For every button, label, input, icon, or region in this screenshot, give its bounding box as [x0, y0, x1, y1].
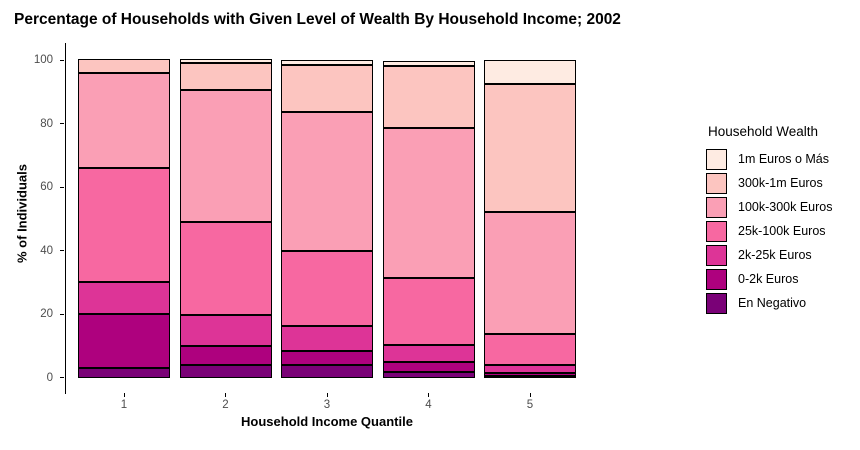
bar-quantile-2	[179, 0, 272, 378]
bar-segment	[281, 350, 373, 365]
legend-swatch	[706, 268, 727, 290]
legend-key: 100k-300k Euros	[706, 196, 833, 218]
legend-swatch	[706, 196, 727, 218]
bar-segment	[179, 58, 272, 63]
bar-segment	[281, 60, 373, 66]
bar-segment	[78, 282, 170, 314]
bar-segment	[179, 364, 272, 378]
x-tick	[428, 393, 429, 397]
bar-segment	[484, 373, 576, 376]
legend-swatch	[706, 172, 727, 194]
y-tick-label: 40	[40, 244, 53, 257]
bar-quantile-3	[281, 0, 373, 378]
bar-quantile-1	[78, 0, 170, 378]
legend-key: En Negativo	[706, 292, 833, 314]
bar-segment	[281, 111, 373, 252]
y-tick-label: 80	[40, 117, 53, 130]
bar-segment	[382, 127, 475, 279]
bar-segment	[484, 365, 576, 374]
y-tick-label: 100	[33, 54, 53, 66]
x-tick	[326, 393, 328, 397]
y-tick	[60, 377, 64, 378]
y-tick	[60, 186, 64, 188]
x-tick-label: 4	[425, 399, 432, 411]
legend-title: Household Wealth	[708, 124, 819, 139]
bar-segment	[382, 371, 475, 378]
x-tick-label: 1	[120, 399, 128, 411]
legend-key: 2k-25k Euros	[706, 244, 833, 266]
legend-swatch	[706, 220, 727, 242]
y-tick-label: 60	[40, 181, 53, 193]
bar-segment	[281, 326, 373, 351]
bar-segment	[484, 375, 576, 378]
bar-segment	[382, 66, 475, 128]
x-axis-title: Household Income Quantile	[241, 414, 413, 429]
bar-segment	[78, 367, 170, 378]
legend-key: 1m Euros o Más	[706, 148, 833, 170]
chart-title: Percentage of Households with Given Leve…	[14, 11, 621, 28]
y-tick-label: 0	[46, 371, 53, 384]
legend-label: 100k-300k Euros	[738, 200, 833, 214]
bar-segment	[179, 345, 272, 365]
bar-segment	[484, 84, 576, 213]
bar-segment	[484, 334, 576, 366]
x-tick	[123, 393, 125, 397]
legend: Household Wealth 1m Euros o Más 300k-1m E…	[706, 124, 833, 316]
bar-segment	[281, 364, 373, 378]
bar-segment	[281, 251, 373, 327]
legend-swatch	[706, 292, 727, 314]
legend-key: 25k-100k Euros	[706, 220, 833, 242]
x-tick	[529, 393, 531, 397]
legend-swatch	[706, 244, 727, 266]
x-tick	[225, 393, 226, 397]
y-axis-title: % of Individuals	[14, 164, 30, 263]
bar-segment	[382, 362, 475, 372]
bar-segment	[78, 58, 170, 73]
bar-segment	[281, 65, 373, 112]
x-tick-label: 2	[222, 399, 229, 411]
legend-swatch	[706, 148, 727, 170]
legend-key: 300k-1m Euros	[706, 172, 833, 194]
legend-label: En Negativo	[738, 296, 807, 310]
bar-segment	[382, 278, 475, 346]
bar-segment	[382, 60, 475, 67]
legend-label: 2k-25k Euros	[738, 248, 812, 262]
y-tick	[60, 250, 64, 251]
bar-segment	[78, 167, 170, 283]
legend-keys: 1m Euros o Más 300k-1m Euros 100k-300k Eur…	[706, 148, 833, 314]
legend-label: 1m Euros o Más	[738, 152, 830, 166]
y-tick	[60, 123, 64, 124]
bar-segment	[78, 72, 170, 168]
bar-segment	[179, 314, 272, 346]
bar-quantile-5	[484, 0, 576, 378]
bar-segment	[179, 62, 272, 91]
y-axis-line	[65, 43, 66, 394]
bar-segment	[484, 59, 576, 85]
x-tick-label: 3	[323, 399, 331, 411]
y-tick	[60, 313, 64, 315]
bar-quantile-4	[382, 0, 475, 378]
bar-segment	[78, 314, 170, 368]
legend-key: 0-2k Euros	[706, 268, 833, 290]
y-tick-label: 20	[40, 308, 53, 320]
legend-label: 25k-100k Euros	[738, 224, 826, 238]
legend-label: 300k-1m Euros	[738, 176, 823, 190]
y-tick	[60, 59, 64, 61]
bar-segment	[382, 345, 475, 363]
bar-segment	[484, 212, 576, 335]
legend-label: 0-2k Euros	[738, 272, 799, 286]
bar-segment	[179, 90, 272, 222]
x-tick-label: 5	[526, 399, 534, 411]
bar-segment	[179, 221, 272, 315]
